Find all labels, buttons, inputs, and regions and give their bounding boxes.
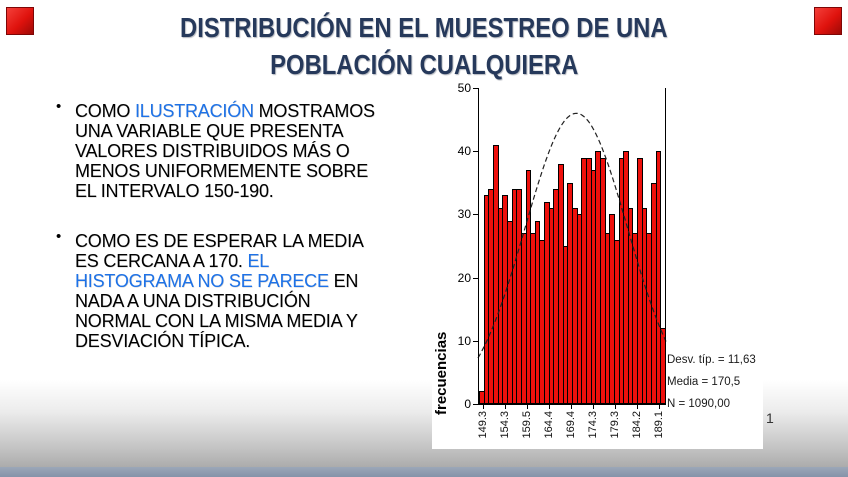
bullet-text-line: VALORES DISTRIBUIDOS MÁS O bbox=[75, 141, 424, 161]
accent-text: HISTOGRAMA NO SE PARECE bbox=[75, 271, 329, 291]
body-text: MOSTRAMOS bbox=[253, 101, 375, 121]
y-tick bbox=[473, 88, 478, 89]
y-tick bbox=[473, 151, 478, 153]
corner-square-top-right bbox=[814, 7, 842, 35]
bullet-text-line: COMO ES DE ESPERAR LA MEDIA bbox=[75, 231, 424, 251]
bullet-text-line: NORMAL CON LA MISMA MEDIA Y bbox=[75, 311, 424, 331]
x-tick bbox=[527, 405, 528, 409]
x-tick-label: 159.5 bbox=[521, 411, 533, 439]
bullet-text-line: DESVIACIÓN TÍPICA. bbox=[75, 331, 424, 351]
y-tick-label: 10 bbox=[457, 333, 471, 348]
slide-title-line-2: POBLACIÓN CUALQUIERA bbox=[269, 49, 579, 80]
normal-curve bbox=[477, 112, 667, 359]
y-tick-label: 20 bbox=[457, 270, 471, 285]
x-tick-label: 174.3 bbox=[587, 411, 599, 439]
x-tick-label: 184.2 bbox=[631, 411, 643, 439]
bullet-marker: • bbox=[56, 98, 62, 115]
x-tick-label: 179.3 bbox=[609, 411, 621, 439]
x-tick-label: 164.4 bbox=[543, 411, 555, 439]
plot-area: 0 10 20 30 40 50 149.3 154.3 159.5 164.4 169.4 174… bbox=[458, 81, 667, 439]
chart-stats: Desv. típ. = 11,63 Media = 170,5 N = 1090,… bbox=[667, 349, 763, 415]
y-tick-label: 40 bbox=[457, 144, 471, 159]
body-text: UNA VARIABLE QUE PRESENTA bbox=[75, 121, 344, 141]
y-tick bbox=[473, 277, 478, 279]
x-tick-label: 189.1 bbox=[653, 411, 665, 439]
y-tick-label: 0 bbox=[464, 397, 471, 411]
slide-title: DISTRIBUCIÓN EN EL MUESTREO DE UNA POBLA… bbox=[0, 8, 848, 82]
histogram-chart: frecuencias 0 10 20 30 40 50 149.3 154.3 159.5 1… bbox=[432, 81, 763, 449]
body-text: EN bbox=[328, 271, 359, 291]
y-tick-label: 30 bbox=[457, 207, 471, 222]
bullet-text-line: MENOS UNIFORMEMENTE SOBRE bbox=[75, 161, 424, 181]
x-tick-label: 154.3 bbox=[499, 411, 511, 439]
x-tick bbox=[505, 405, 506, 409]
corner-square-top-left bbox=[6, 7, 34, 35]
body-text: NORMAL CON LA MISMA MEDIA Y bbox=[75, 311, 358, 331]
bullet-item-1: • COMO ILUSTRACIÓN MOSTRAMOS UNA VARIABLE … bbox=[52, 98, 424, 201]
y-tick bbox=[473, 340, 478, 342]
stat-line: Media = 170,5 bbox=[667, 376, 741, 388]
y-axis-line bbox=[478, 88, 479, 405]
body-text: ES CERCANA A 170. bbox=[75, 251, 248, 271]
body-text: VALORES DISTRIBUIDOS MÁS O bbox=[75, 141, 350, 161]
x-tick bbox=[615, 405, 616, 409]
x-tick bbox=[549, 405, 550, 409]
x-tick bbox=[637, 405, 638, 409]
body-text: MENOS UNIFORMEMENTE SOBRE bbox=[75, 161, 369, 181]
x-tick bbox=[571, 405, 572, 409]
y-tick bbox=[473, 404, 478, 405]
x-tick bbox=[593, 405, 594, 409]
bullet-list: • COMO ILUSTRACIÓN MOSTRAMOS UNA VARIABLE … bbox=[52, 98, 424, 351]
plot-right-frame-line bbox=[665, 88, 666, 405]
body-text: COMO ES DE ESPERAR LA MEDIA bbox=[75, 231, 364, 251]
x-tick-label: 149.3 bbox=[477, 411, 489, 439]
stat-line: Desv. típ. = 11,63 bbox=[667, 354, 756, 366]
x-axis-line bbox=[478, 404, 666, 405]
accent-text: EL bbox=[247, 251, 270, 271]
bullet-text-line: COMO ILUSTRACIÓN MOSTRAMOS bbox=[75, 101, 424, 121]
body-text: DESVIACIÓN TÍPICA. bbox=[75, 331, 251, 351]
y-tick bbox=[473, 214, 478, 216]
bullet-text-line: HISTOGRAMA NO SE PARECE EN bbox=[75, 271, 424, 291]
y-tick-label: 50 bbox=[457, 81, 471, 95]
bullet-text-line: NADA A UNA DISTRIBUCIÓN bbox=[75, 291, 424, 311]
body-text: NADA A UNA DISTRIBUCIÓN bbox=[75, 291, 311, 311]
x-tick bbox=[659, 405, 660, 409]
bullet-item-2: • COMO ES DE ESPERAR LA MEDIA ES CERCANA A… bbox=[52, 228, 424, 351]
bottom-accent-strip bbox=[0, 467, 848, 477]
histogram-bar bbox=[656, 151, 661, 404]
bullet-marker: • bbox=[56, 228, 62, 245]
stat-line: N = 1090,00 bbox=[667, 398, 730, 410]
body-text: EL INTERVALO 150-190. bbox=[75, 181, 274, 201]
bullet-text-line: UNA VARIABLE QUE PRESENTA bbox=[75, 121, 424, 141]
bullet-text-line: ES CERCANA A 170. EL bbox=[75, 251, 424, 271]
bullet-text-line: EL INTERVALO 150-190. bbox=[75, 181, 424, 201]
x-tick bbox=[483, 405, 484, 409]
page-number: 1 bbox=[766, 410, 774, 426]
accent-text: ILUSTRACIÓN bbox=[135, 101, 254, 121]
body-text: COMO bbox=[75, 101, 135, 121]
normal-curve-path bbox=[477, 112, 667, 359]
slide-title-line-1: DISTRIBUCIÓN EN EL MUESTREO DE UNA bbox=[180, 12, 668, 43]
x-tick-label: 169.4 bbox=[565, 411, 577, 439]
